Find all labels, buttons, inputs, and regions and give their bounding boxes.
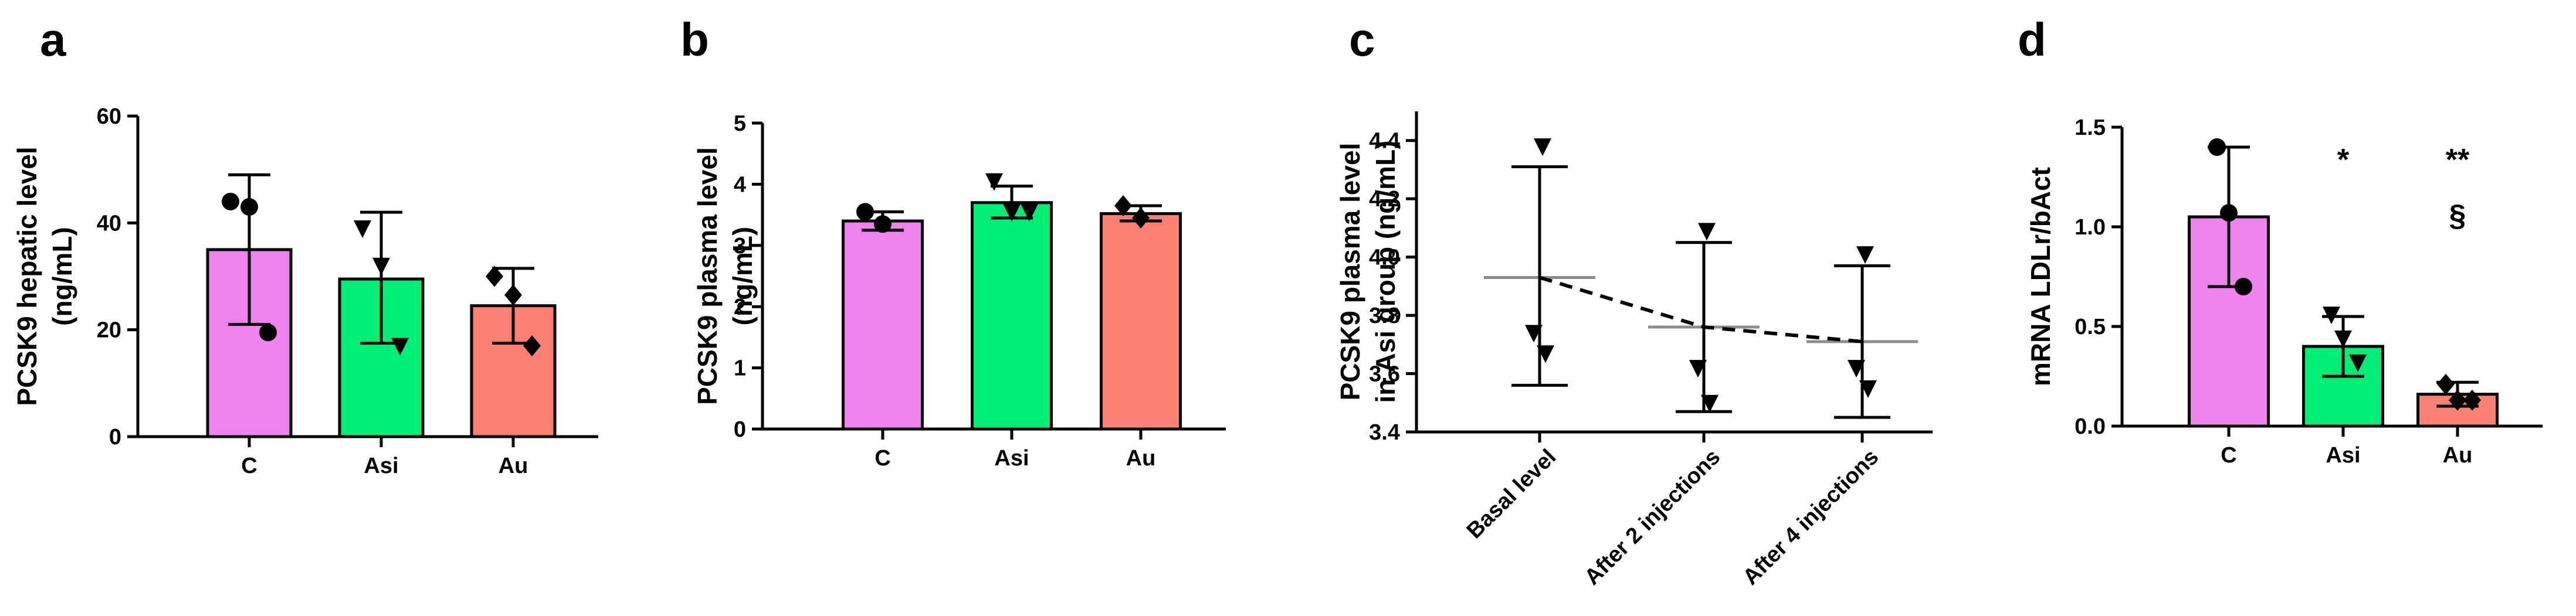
bar-C (842, 219, 924, 431)
bar-Au (1100, 212, 1182, 431)
y-tick-label: 4.0 (1369, 246, 1400, 270)
y-tick-label: 40 (97, 211, 121, 236)
y-axis-title: in Asi group (ng/mL) (1370, 140, 1401, 403)
trend-line (1539, 275, 1863, 343)
y-tick-label: 60 (97, 104, 121, 129)
data-point (2220, 204, 2238, 222)
data-point (1114, 195, 1132, 216)
panel-letter: c (1349, 13, 1375, 66)
data-point (1689, 360, 1707, 378)
y-tick-label: 4.2 (1369, 187, 1400, 212)
data-point (240, 198, 258, 216)
x-tick-label: C (241, 454, 257, 478)
data-point (2208, 138, 2226, 156)
significance-label: ** (2446, 143, 2470, 177)
y-tick-label: 0 (109, 425, 121, 450)
data-point (1701, 394, 1719, 413)
y-tick-label: 5 (734, 111, 746, 136)
data-point (523, 335, 541, 357)
data-point (486, 266, 503, 287)
data-point (1859, 380, 1877, 398)
x-tick-label: Au (499, 454, 528, 478)
y-tick-label: 3.8 (1369, 304, 1400, 328)
bar-Asi (971, 201, 1053, 431)
y-tick-label: 0 (734, 417, 746, 442)
x-tick-label: Basal level (1462, 445, 1561, 544)
panel-a: a 0 20 40 60 PCSK9 hepatic level (ng/mL) C Asi Au (12, 13, 598, 478)
y-tick-label: 1.5 (2075, 115, 2106, 140)
x-tick-label: After 4 injections (1738, 445, 1884, 590)
significance-label: § (2449, 199, 2466, 233)
y-axis-title: PCSK9 hepatic level (12, 147, 42, 406)
data-point (1525, 325, 1543, 343)
data-point (2334, 330, 2352, 348)
data-point (874, 215, 892, 233)
panel-letter: d (2018, 13, 2046, 66)
data-point (1534, 138, 1551, 156)
data-point (1856, 246, 1874, 264)
x-tick-label: Au (1126, 446, 1156, 471)
y-tick-label: 0.0 (2075, 414, 2106, 439)
data-point (2349, 354, 2367, 372)
data-point (372, 257, 390, 275)
y-tick-label: 4.4 (1369, 129, 1400, 154)
x-tick-label: C (2221, 443, 2236, 468)
x-tick-label: C (875, 446, 890, 471)
data-point (1021, 203, 1038, 222)
data-point (2437, 373, 2455, 395)
y-axis-title: PCSK9 plasma level (1335, 143, 1365, 401)
y-tick-label: 20 (97, 318, 121, 343)
x-tick-label: Asi (994, 446, 1029, 471)
data-point (1698, 223, 1716, 241)
bar-Au (470, 304, 557, 438)
data-point (391, 338, 409, 356)
y-tick-label: 3.4 (1369, 420, 1400, 445)
x-tick-label: Au (2443, 443, 2473, 468)
y-tick-label: 4 (734, 172, 746, 197)
panel-letter: b (680, 13, 709, 66)
x-tick-label: Asi (364, 454, 398, 478)
y-tick-label: 1 (734, 356, 746, 381)
data-point (856, 203, 874, 221)
data-point (222, 192, 239, 210)
data-point (354, 220, 371, 238)
x-tick-label: After 2 injections (1580, 445, 1726, 590)
data-point (2449, 389, 2466, 411)
panel-b: b 0 1 2 3 4 5 PCSK9 plasma level (ng/mL) C Asi Au (680, 13, 1226, 471)
y-tick-label: 1.0 (2075, 215, 2106, 240)
y-axis-title: (ng/mL) (727, 227, 758, 326)
data-point (2323, 307, 2340, 325)
y-axis-title: (ng/mL) (47, 227, 77, 326)
data-point (259, 324, 277, 342)
significance-label: * (2337, 143, 2350, 177)
y-tick-label: 3.6 (1369, 362, 1400, 387)
data-point (504, 284, 522, 306)
y-tick-label: 2 (734, 295, 746, 319)
data-point (2235, 278, 2252, 295)
data-point (1848, 360, 1865, 378)
y-tick-label: 3 (734, 234, 746, 258)
data-point (1537, 345, 1554, 363)
y-axis-title: mRNA LDLr/bAct (2025, 167, 2056, 386)
x-tick-label: Asi (2326, 443, 2360, 468)
data-point (2463, 389, 2481, 411)
data-point (1132, 207, 1150, 229)
data-point (1003, 203, 1021, 222)
data-point (985, 173, 1003, 191)
y-axis-title: PCSK9 plasma level (692, 147, 723, 405)
panel-letter: a (40, 13, 66, 66)
y-tick-label: 0.5 (2075, 315, 2106, 339)
